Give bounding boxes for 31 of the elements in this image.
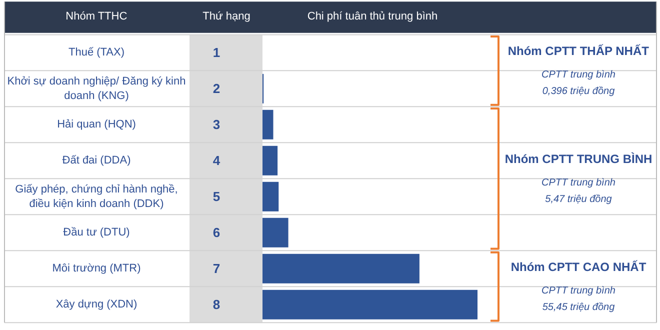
y-tick-label: Đầu tư (DTU) <box>63 226 130 239</box>
y-tick-label: Giấy phép, chứng chỉ hành nghề, điều kiện kinh doanh (DDK) <box>15 183 178 210</box>
text: 8 <box>212 297 220 312</box>
text: Nhóm CPTT CAO NHẤT <box>510 260 647 274</box>
text: 4 <box>212 153 221 168</box>
y-tick-label: Thuế (TAX) <box>68 46 125 59</box>
text: Nhóm CPTT THẤP NHẤT <box>508 44 650 58</box>
y-tick-label: Đất đai (DDA) <box>62 154 131 167</box>
text: CPTT trung bình 0,396 triệu đồng <box>542 70 616 98</box>
bar <box>262 146 278 176</box>
text: 6 <box>212 225 220 240</box>
y-tick-label: Xây dựng (XDN) <box>56 298 138 311</box>
text: 3 <box>212 117 220 132</box>
text: Nhóm CPTT TRUNG BÌNH <box>504 152 652 166</box>
bar <box>262 254 420 284</box>
bar <box>262 182 279 212</box>
y-axis-title: Nhóm TTHC <box>66 10 128 23</box>
text: CPTT trung bình 5,47 triệu đồng <box>542 177 616 205</box>
text: 5 <box>212 189 220 204</box>
text: 7 <box>212 261 220 276</box>
x-axis-title: Chi phí tuân thủ trung bình <box>307 10 438 23</box>
text: 2 <box>212 81 220 96</box>
y-tick-label: Môi trường (MTR) <box>52 262 141 275</box>
bar <box>262 290 478 320</box>
bar <box>262 110 274 140</box>
y-tick-label: Hải quan (HQN) <box>57 118 136 131</box>
text: Thứ hạng <box>202 10 250 23</box>
bar <box>262 218 288 248</box>
text: CPTT trung bình 55,45 triệu đồng <box>542 285 616 313</box>
y-tick-label: Khởi sự doanh nghiệp/ Đăng ký kinh doanh (KNG) <box>7 75 186 102</box>
text: 1 <box>212 45 220 60</box>
